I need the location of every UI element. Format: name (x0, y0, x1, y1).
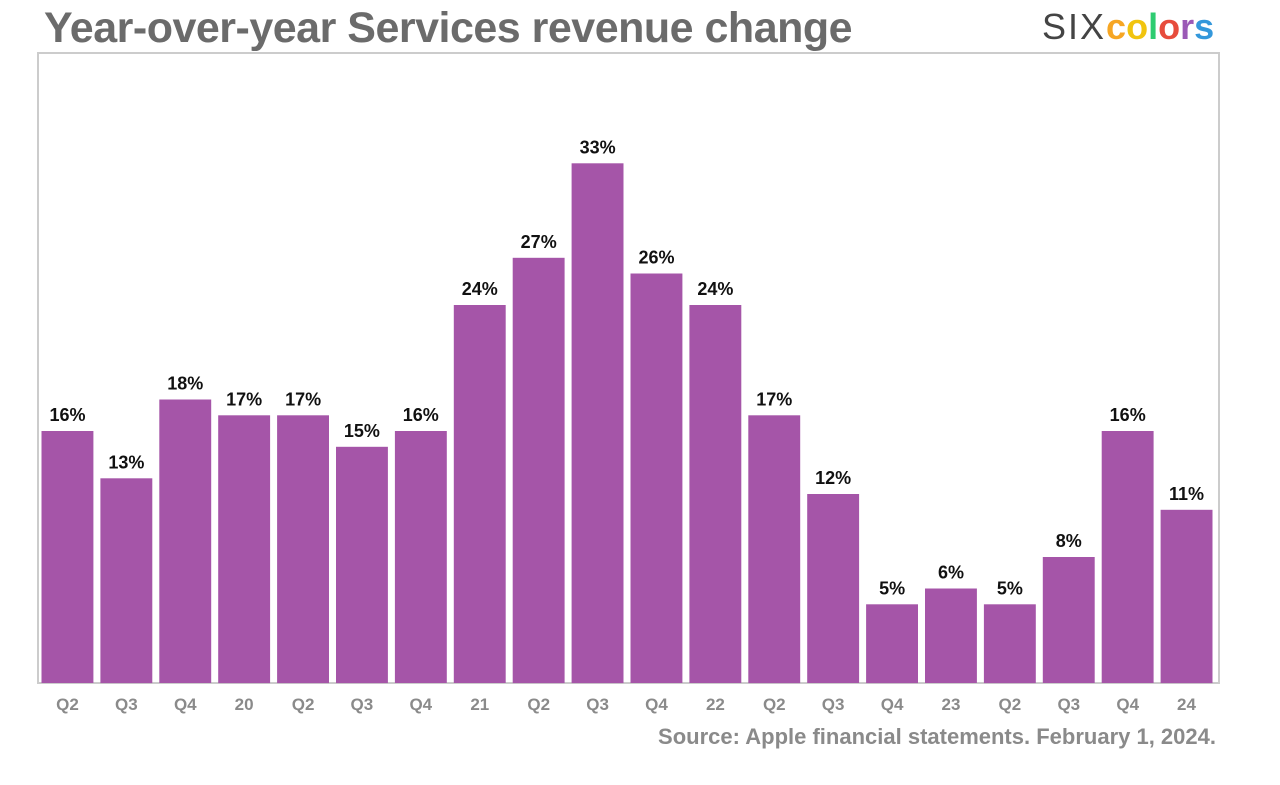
x-tick-label: 21 (470, 695, 489, 714)
x-tick-label: Q3 (1057, 695, 1080, 714)
x-tick-label: Q4 (881, 695, 904, 714)
x-tick-label: Q2 (292, 695, 315, 714)
bar-value-label: 27% (521, 232, 557, 252)
bar-value-label: 5% (997, 578, 1023, 598)
x-tick-label: Q3 (822, 695, 845, 714)
x-tick-label: 22 (706, 695, 725, 714)
bar-value-label: 16% (403, 405, 439, 425)
x-tick-label: Q4 (174, 695, 197, 714)
x-tick-label: 24 (1177, 695, 1196, 714)
bar-value-label: 13% (108, 452, 144, 472)
bar-value-label: 24% (462, 279, 498, 299)
bar (866, 604, 918, 684)
x-tick-label: Q4 (645, 695, 668, 714)
bar-value-label: 17% (285, 389, 321, 409)
sixcolors-logo: SIXcolors (1042, 6, 1214, 48)
bar-value-label: 16% (1110, 405, 1146, 425)
bars-group (41, 163, 1213, 684)
logo-six: SIX (1042, 6, 1107, 47)
bar (571, 163, 624, 684)
bar (336, 446, 388, 684)
bar (218, 415, 271, 684)
bar (925, 588, 977, 683)
bar-value-label: 8% (1056, 531, 1082, 551)
bar-value-label: 12% (815, 468, 851, 488)
bar-value-label: 15% (344, 421, 380, 441)
bar-value-label: 17% (756, 389, 792, 409)
x-tick-label: Q2 (527, 695, 550, 714)
x-tick-label: Q2 (56, 695, 79, 714)
bar-value-label: 17% (226, 389, 262, 409)
bar-value-label: 16% (49, 405, 85, 425)
chart-title: Year-over-year Services revenue change (44, 4, 853, 52)
x-tick-label: Q4 (409, 695, 432, 714)
logo-letter: c (1106, 6, 1127, 47)
bar (277, 415, 329, 684)
plot-frame (37, 52, 1220, 684)
bar (453, 305, 506, 683)
value-labels-group: 16% 13% 18% 17% 17% 15% 16% 24% 27% 33% 26% 24% 17% 1… (49, 137, 1204, 598)
bar (983, 604, 1036, 684)
bar (394, 431, 447, 683)
x-tick-label: 20 (235, 695, 254, 714)
bar-value-label: 5% (879, 578, 905, 598)
bar (159, 399, 212, 683)
bar-value-label: 33% (580, 137, 616, 157)
logo-colors: colors (1106, 6, 1214, 47)
bar (512, 257, 565, 684)
logo-letter: o (1158, 6, 1181, 47)
bar-value-label: 18% (167, 374, 203, 394)
x-tick-label: 23 (942, 695, 961, 714)
bar (807, 494, 860, 683)
source-note: Source: Apple financial statements. Febr… (658, 724, 1216, 749)
bar (630, 273, 683, 683)
x-tick-label: Q3 (586, 695, 609, 714)
bar (1101, 431, 1154, 683)
bar-value-label: 6% (938, 563, 964, 583)
bar (1042, 557, 1095, 683)
bar (1160, 509, 1213, 684)
bar (748, 415, 801, 684)
bar (689, 305, 742, 683)
bar-value-label: 11% (1169, 484, 1204, 504)
bar (41, 431, 94, 683)
logo-letter: r (1180, 6, 1195, 47)
bar (100, 478, 153, 684)
x-tick-labels-group: Q2 Q3 Q4 20 Q2 Q3 Q4 21 Q2 Q3 Q4 22 Q2 Q3 Q4 23 Q2 Q3 Q4 24 (56, 695, 1196, 714)
bar-value-label: 24% (697, 279, 733, 299)
logo-letter: s (1194, 6, 1215, 47)
x-tick-label: Q3 (115, 695, 138, 714)
x-tick-label: Q3 (351, 695, 374, 714)
x-tick-label: Q2 (763, 695, 786, 714)
bar-value-label: 26% (638, 248, 674, 268)
logo-letter: l (1148, 6, 1159, 47)
x-tick-label: Q4 (1116, 695, 1139, 714)
logo-letter: o (1126, 6, 1149, 47)
x-tick-label: Q2 (999, 695, 1022, 714)
